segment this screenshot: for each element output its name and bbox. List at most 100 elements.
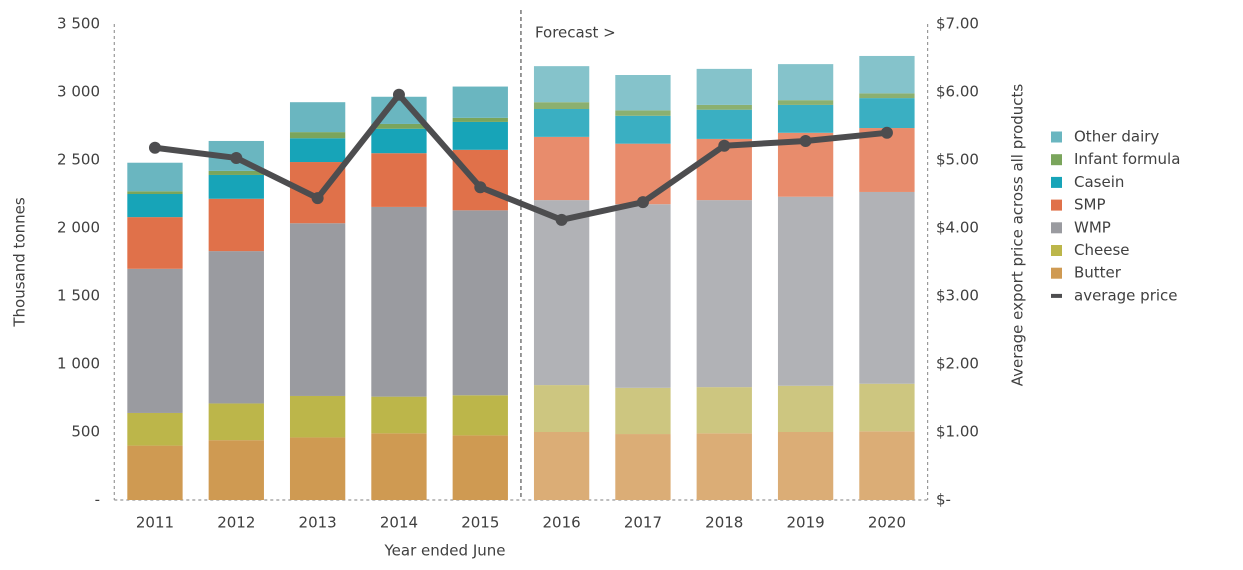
bar-segment [208, 403, 264, 441]
x-tick-label: 2014 [380, 514, 418, 532]
bar-segment [777, 104, 834, 133]
bar-segment [859, 431, 915, 500]
bar-segment [289, 138, 346, 163]
y-tick-label: - [95, 491, 100, 509]
bar-segment [696, 387, 752, 434]
bar-segment [371, 153, 427, 207]
bar-segment [859, 93, 915, 99]
bar-segment [615, 204, 671, 388]
bar-segment [859, 55, 915, 94]
x-tick-label: 2012 [217, 514, 255, 532]
price-marker [636, 196, 649, 209]
legend-swatch [1051, 293, 1062, 298]
price-marker [392, 88, 405, 101]
x-tick-label: 2020 [868, 514, 906, 532]
bar-segment [533, 385, 590, 432]
legend-label: Casein [1074, 173, 1124, 191]
bar-segment [615, 434, 671, 500]
bar-segment [208, 440, 264, 500]
bar-segment [452, 210, 508, 396]
bar-segment [452, 117, 508, 122]
bar-segment [696, 433, 752, 500]
price-marker [880, 126, 893, 139]
legend-label: Cheese [1074, 241, 1129, 259]
bar-segment [127, 445, 183, 500]
legend-label: WMP [1074, 218, 1111, 236]
bar-segment [777, 385, 834, 432]
bar-segment [859, 98, 915, 129]
bar-segment [452, 86, 508, 118]
x-tick-label: 2015 [461, 514, 499, 532]
bar-segment [371, 433, 427, 500]
price-marker [799, 134, 812, 147]
x-axis-label: Year ended June [384, 542, 506, 560]
y-tick-label: 3 000 [57, 83, 100, 101]
bar-segment [208, 198, 264, 252]
bar-segment [777, 196, 834, 386]
y-axis-label: Thousand tonnes [11, 197, 29, 327]
bar-segment [615, 115, 671, 144]
y-tick-label: 500 [71, 423, 100, 441]
bar-segment [289, 102, 346, 133]
bar-segment [533, 200, 590, 386]
bar-segment [208, 170, 264, 175]
legend-label: Butter [1074, 264, 1122, 282]
bar-segment [533, 66, 590, 103]
y2-tick-label: $4.00 [936, 219, 979, 237]
legend-swatch [1051, 176, 1062, 188]
y2-tick-label: $2.00 [936, 355, 979, 373]
bar-segment [208, 174, 264, 199]
bar-segment [615, 75, 671, 111]
legend-label: average price [1074, 286, 1178, 304]
x-tick-label: 2019 [787, 514, 825, 532]
legend-label: Infant formula [1074, 150, 1180, 168]
legend-swatch [1051, 131, 1062, 143]
y-tick-label: 2 000 [57, 219, 100, 237]
bar-segment [371, 123, 427, 129]
bar-segment [533, 136, 590, 201]
y2-axis-label: Average export price across all products [1009, 84, 1027, 387]
bar-segment [127, 412, 183, 446]
bar-segment [533, 432, 590, 500]
bar-segment [371, 396, 427, 434]
x-tick-label: 2013 [299, 514, 337, 532]
legend-label: SMP [1074, 196, 1106, 214]
bar-segment [777, 64, 834, 101]
bar-segment [289, 437, 346, 500]
legend-swatch [1051, 222, 1062, 234]
bar-segment [615, 110, 671, 116]
bar-segment [289, 223, 346, 396]
legend-label: Other dairy [1074, 128, 1159, 146]
bar-segment [127, 194, 183, 218]
bar-segment [859, 191, 915, 384]
price-marker [148, 141, 161, 154]
x-tick-label: 2016 [543, 514, 581, 532]
y2-tick-label: $7.00 [936, 15, 979, 33]
bar-segment [696, 200, 752, 388]
legend-swatch [1051, 199, 1062, 211]
y2-tick-label: $1.00 [936, 423, 979, 441]
bar-segment [696, 104, 752, 110]
x-tick-label: 2011 [136, 514, 174, 532]
price-marker [311, 192, 324, 205]
price-marker [555, 213, 568, 226]
bar-segment [615, 143, 671, 205]
price-marker [718, 139, 731, 152]
y-tick-label: 3 500 [57, 15, 100, 33]
y-tick-label: 1 500 [57, 287, 100, 305]
bar-segment [371, 128, 427, 154]
bar-segment [696, 109, 752, 139]
bar-segment [452, 121, 508, 150]
bar-segment [127, 191, 183, 194]
x-tick-label: 2018 [705, 514, 743, 532]
bar-segment [859, 383, 915, 432]
bar-segment [208, 251, 264, 404]
x-tick-label: 2017 [624, 514, 662, 532]
bar-segment [371, 206, 427, 397]
y2-tick-label: $- [936, 491, 951, 509]
bar-segment [127, 217, 183, 269]
bar-segment [289, 395, 346, 438]
bar-segment [127, 268, 183, 413]
bar-segment [533, 109, 590, 137]
